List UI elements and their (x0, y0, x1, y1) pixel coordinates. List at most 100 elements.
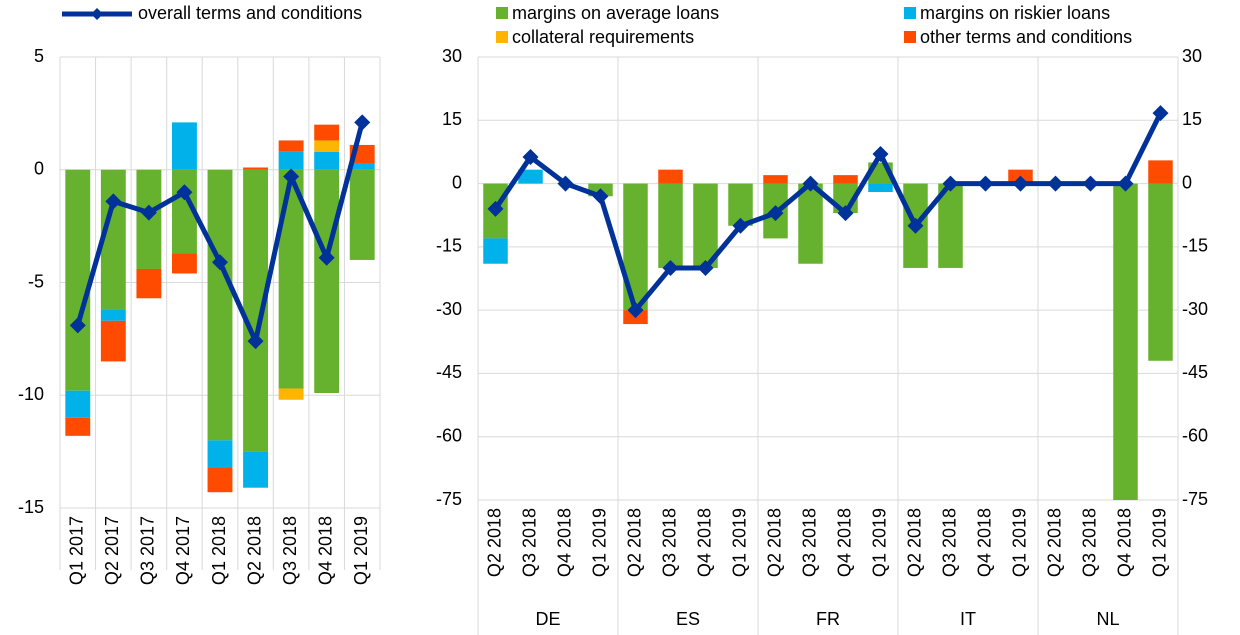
y2-tick-label: -75 (1182, 489, 1208, 509)
legend-swatch (496, 31, 508, 43)
line (493, 112, 1163, 316)
x-tick-label: Q3 2018 (659, 508, 679, 577)
line-marker (942, 175, 959, 192)
y-tick-label: 0 (452, 172, 462, 192)
bar-segment (65, 169, 91, 391)
x-tick-label: Q1 2019 (1149, 508, 1169, 577)
x-tick-label: Q3 2018 (1079, 508, 1099, 577)
y2-tick-label: 0 (1182, 172, 1192, 192)
bar-segment (349, 169, 375, 260)
bar-segment (1113, 183, 1138, 501)
line-marker (354, 114, 371, 131)
line-marker (872, 146, 889, 163)
legend-swatch (904, 31, 916, 43)
bar-segment (65, 417, 91, 436)
x-tick-label: Q1 2019 (589, 508, 609, 577)
y2-tick-label: -60 (1182, 425, 1208, 445)
bar-segment (798, 183, 823, 264)
bar-segment (483, 238, 508, 264)
line-marker (592, 188, 609, 205)
bar-segment (314, 140, 340, 152)
legend-marker (91, 8, 103, 20)
bar-segment (207, 467, 233, 493)
bar-segment (658, 169, 683, 184)
line-marker (1117, 175, 1134, 192)
bar-segment (833, 175, 858, 184)
bar-segment (278, 388, 304, 400)
x-tick-label: Q1 2017 (67, 516, 87, 585)
y-tick-label: -45 (436, 362, 462, 382)
y2-tick-label: -15 (1182, 236, 1208, 256)
bar-segment (278, 151, 304, 170)
x-tick-label: Q1 2019 (729, 508, 749, 577)
bar-segment (136, 268, 162, 299)
legend-swatch (904, 7, 916, 19)
bar-segment (100, 309, 126, 321)
x-tick-label: Q2 2018 (764, 508, 784, 577)
y-tick-label: -75 (436, 489, 462, 509)
x-tick-label: Q2 2018 (1044, 508, 1064, 577)
bar-segment (65, 390, 91, 418)
bar-segment (243, 167, 268, 170)
line-marker (907, 217, 924, 234)
line-marker (318, 249, 335, 266)
line-marker (69, 317, 86, 334)
x-tick-label: Q4 2018 (694, 508, 714, 577)
bar-segment (172, 122, 197, 170)
bar-segment (938, 183, 963, 268)
y2-tick-label: -45 (1182, 362, 1208, 382)
line-marker (1082, 175, 1099, 192)
bar-segment (314, 124, 340, 141)
x-tick-label: Q4 2018 (1114, 508, 1134, 577)
line-marker (283, 168, 300, 185)
y-tick-label: -15 (18, 497, 44, 517)
y2-tick-label: -30 (1182, 299, 1208, 319)
legend-label: other terms and conditions (920, 27, 1132, 47)
line-marker (105, 193, 122, 210)
line-marker (247, 333, 264, 350)
legend-label: margins on average loans (512, 3, 719, 23)
line-marker (627, 302, 644, 319)
bar-segment (172, 253, 197, 274)
x-tick-label: Q3 2018 (939, 508, 959, 577)
bar-segment (349, 162, 375, 170)
line-marker (837, 205, 854, 222)
bar-segment (518, 169, 543, 184)
group-label: DE (535, 609, 560, 629)
legend: overall terms and conditions margins on … (62, 3, 1132, 47)
x-tick-label: Q1 2018 (209, 516, 229, 585)
y-tick-label: -5 (28, 271, 44, 291)
line-marker (176, 184, 193, 201)
group-label: ES (676, 609, 700, 629)
line-marker (1047, 175, 1064, 192)
bar-segment (693, 183, 718, 268)
x-tick-label: Q2 2018 (904, 508, 924, 577)
line-marker (487, 200, 504, 217)
legend-label: margins on riskier loans (920, 3, 1110, 23)
legend-swatch (496, 7, 508, 19)
legend-label: overall terms and conditions (138, 3, 362, 23)
x-tick-label: Q3 2018 (280, 516, 300, 585)
line-marker (557, 175, 574, 192)
line-marker (1012, 175, 1029, 192)
bar-segment (243, 451, 268, 488)
group-label: FR (816, 609, 840, 629)
x-tick-label: Q4 2018 (834, 508, 854, 577)
line-marker (1152, 105, 1169, 122)
bar-segment (207, 440, 233, 468)
y-tick-label: 5 (34, 46, 44, 66)
bar-segment (658, 183, 683, 268)
bar-segment (1148, 160, 1173, 184)
x-tick-label: Q3 2018 (799, 508, 819, 577)
bar-segment (314, 169, 340, 393)
x-tick-label: Q3 2017 (138, 516, 158, 585)
y-tick-label: 15 (442, 109, 462, 129)
x-tick-label: Q1 2019 (351, 516, 371, 585)
x-tick-label: Q1 2019 (1009, 508, 1029, 577)
bar-segment (623, 183, 648, 311)
line-marker (140, 204, 157, 221)
group-label: IT (960, 609, 976, 629)
bar-segment (763, 175, 788, 184)
bar-segment (314, 151, 340, 170)
legend-label: collateral requirements (512, 27, 694, 47)
